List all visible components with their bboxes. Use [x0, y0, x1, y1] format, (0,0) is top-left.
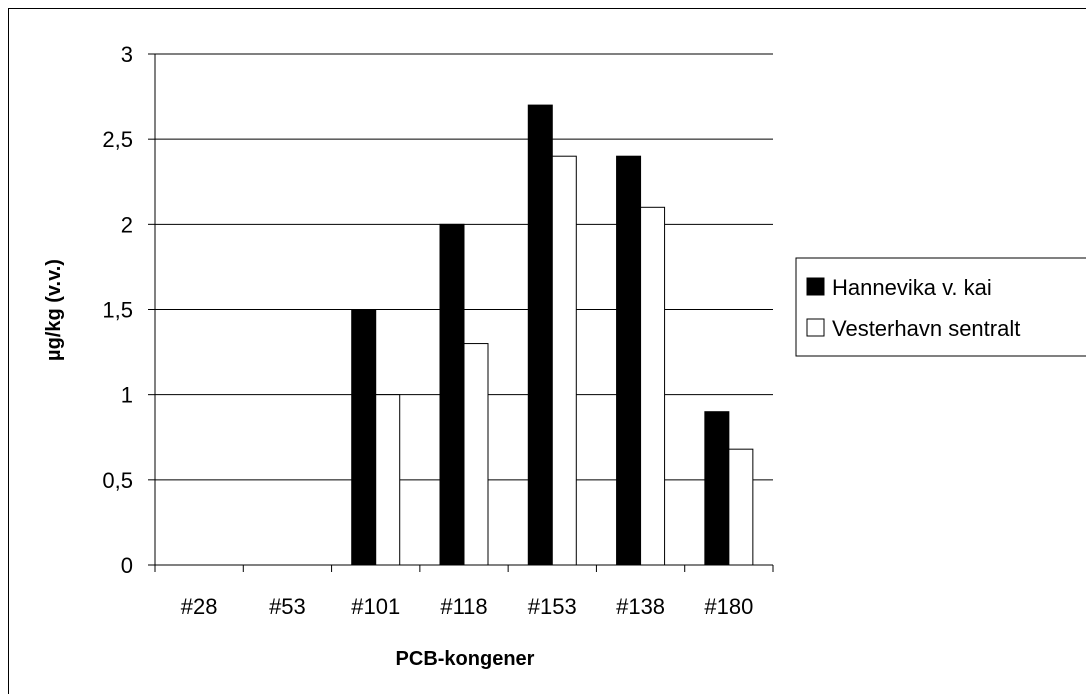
y-tick-label: 2,5	[102, 127, 133, 152]
x-tick-label: #53	[269, 594, 306, 619]
y-tick-label: 0	[121, 553, 133, 578]
y-tick-label: 1	[121, 383, 133, 408]
y-axis-title: µg/kg (v.v.)	[43, 259, 65, 361]
legend-swatch	[806, 277, 825, 296]
y-tick-label: 1,5	[102, 298, 133, 323]
bar	[375, 394, 401, 566]
bar	[463, 343, 489, 566]
legend-label: Hannevika v. kai	[832, 275, 992, 300]
bar	[728, 448, 754, 566]
legend-box	[795, 257, 1086, 357]
bar	[551, 155, 577, 566]
legend-label: Vesterhavn sentralt	[832, 316, 1020, 341]
x-axis-title: PCB-kongener	[396, 648, 535, 670]
chart-frame	[8, 8, 1086, 694]
x-tick-label: #101	[351, 594, 400, 619]
bars	[351, 104, 754, 566]
x-tick-label: #28	[181, 594, 218, 619]
bar	[616, 155, 642, 566]
x-tick-labels: #28 #53 #101 #118 #153 #138 #180	[181, 594, 754, 619]
bar	[640, 206, 666, 566]
bar	[439, 223, 465, 566]
y-tick-labels: 0 0,5 1 1,5 2 2,5 3	[102, 42, 133, 578]
x-tick-label: #153	[528, 594, 577, 619]
bar	[704, 411, 730, 566]
x-tick-label: #180	[704, 594, 753, 619]
axes	[148, 53, 774, 572]
bar	[351, 309, 377, 566]
legend: Hannevika v. kai Vesterhavn sentralt	[795, 257, 1086, 357]
y-tick-label: 0,5	[102, 468, 133, 493]
x-tick-label: #118	[440, 594, 487, 619]
legend-swatch	[806, 318, 825, 337]
bar	[527, 104, 553, 566]
x-tick-label: #138	[616, 594, 665, 619]
y-tick-label: 2	[121, 212, 133, 237]
y-tick-label: 3	[121, 42, 133, 67]
